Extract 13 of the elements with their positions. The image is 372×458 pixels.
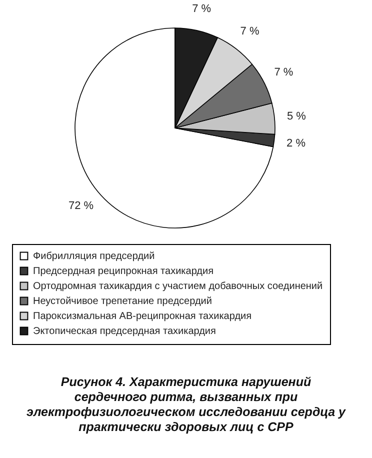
data-label: 2 % <box>286 137 306 150</box>
legend-label: Эктопическая предсердная тахикардия <box>33 326 216 337</box>
data-label: 72 % <box>68 200 94 212</box>
legend-label: Неустойчивое трепетание предсердий <box>33 296 212 307</box>
legend-label: Предсердная реципрокная тахикардия <box>33 266 214 277</box>
legend-label: Ортодромная тахикардия с участием добавочных соединений <box>33 281 323 292</box>
text: Рисунок 4. Характеристика нарушений сердечного ритма, вызванных при электрофизиологическом исследовании сердца у практически здоровых лиц с СРР <box>26 375 346 434</box>
data-label: 7 % <box>192 2 212 15</box>
data-label: 7 % <box>240 26 260 38</box>
data-label: 5 % <box>286 110 306 123</box>
legend-label: Пароксизмальная АВ-реципрокная тахикардия <box>33 311 252 322</box>
data-label: 7 % <box>274 66 294 79</box>
legend-label: Фибрилляция предсердий <box>33 251 155 262</box>
